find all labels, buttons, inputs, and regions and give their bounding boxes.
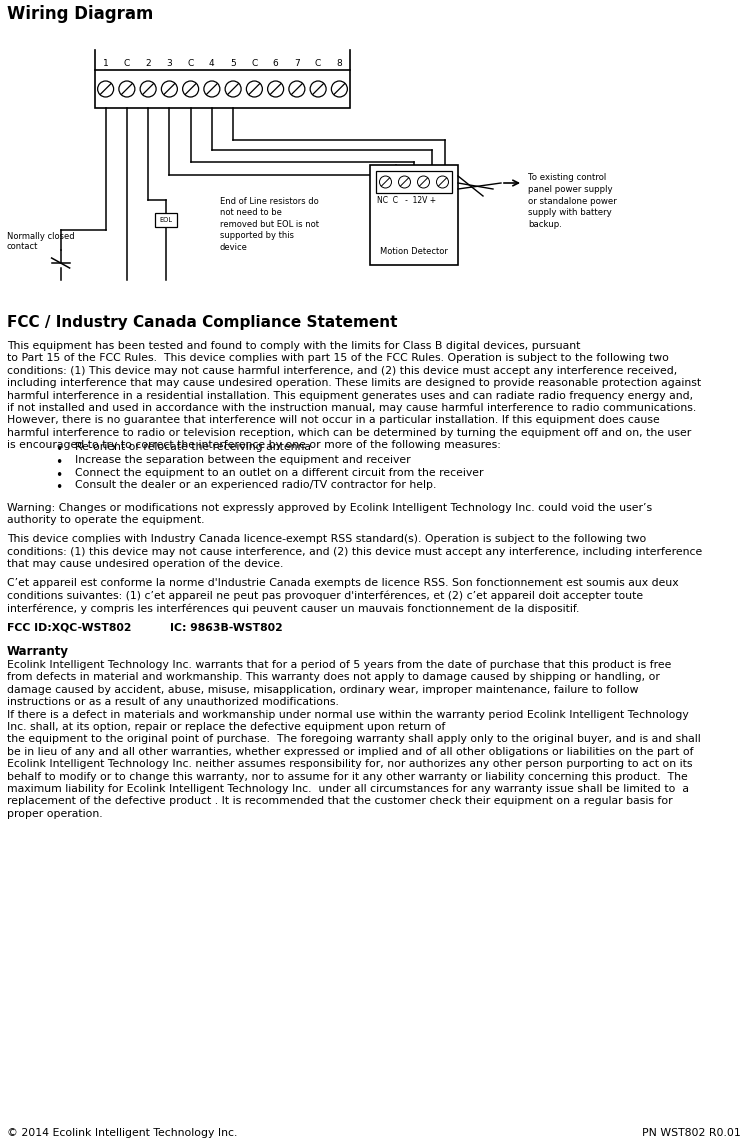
- Text: Wiring Diagram: Wiring Diagram: [7, 5, 153, 23]
- Circle shape: [417, 176, 429, 187]
- Text: Increase the separation between the equipment and receiver: Increase the separation between the equi…: [75, 455, 411, 465]
- Circle shape: [437, 176, 449, 187]
- Text: 3: 3: [167, 59, 172, 67]
- Circle shape: [399, 176, 411, 187]
- Text: 4: 4: [209, 59, 215, 67]
- Text: 7: 7: [294, 59, 300, 67]
- Circle shape: [331, 81, 347, 97]
- Text: PN WST802 R0.01: PN WST802 R0.01: [643, 1128, 741, 1138]
- Circle shape: [246, 81, 263, 97]
- Text: 2: 2: [145, 59, 151, 67]
- Text: 1: 1: [102, 59, 108, 67]
- Circle shape: [225, 81, 241, 97]
- Text: Connect the equipment to an outlet on a different circuit from the receiver: Connect the equipment to an outlet on a …: [75, 467, 483, 478]
- Bar: [155, 213, 177, 227]
- Text: •: •: [55, 443, 62, 456]
- Text: © 2014 Ecolink Intelligent Technology Inc.: © 2014 Ecolink Intelligent Technology In…: [7, 1128, 237, 1138]
- Circle shape: [379, 176, 391, 187]
- Text: IC: 9863B-WST802: IC: 9863B-WST802: [170, 623, 283, 632]
- Text: •: •: [55, 456, 62, 469]
- Text: Consult the dealer or an experienced radio/TV contractor for help.: Consult the dealer or an experienced rad…: [75, 480, 436, 490]
- Circle shape: [162, 81, 177, 97]
- Text: Motion Detector: Motion Detector: [380, 247, 448, 256]
- Text: 5: 5: [230, 59, 236, 67]
- Circle shape: [268, 81, 283, 97]
- Text: 6: 6: [273, 59, 278, 67]
- Bar: [95, 70, 350, 107]
- Text: FCC ID:XQC-WST802: FCC ID:XQC-WST802: [7, 623, 132, 632]
- Text: End of Line resistors do
not need to be
removed but EOL is not
supported by this: End of Line resistors do not need to be …: [220, 197, 319, 251]
- Text: C’et appareil est conforme la norme d'Industrie Canada exempts de licence RSS. S: C’et appareil est conforme la norme d'In…: [7, 577, 678, 614]
- Text: C: C: [123, 59, 130, 67]
- Circle shape: [183, 81, 199, 97]
- Text: To existing control
panel power supply
or standalone power
supply with battery
b: To existing control panel power supply o…: [528, 173, 617, 230]
- Text: NC  C   -  12V +: NC C - 12V +: [377, 195, 436, 205]
- Bar: [370, 165, 458, 265]
- Text: Warranty: Warranty: [7, 645, 69, 658]
- Circle shape: [119, 81, 135, 97]
- Text: C: C: [188, 59, 194, 67]
- Circle shape: [310, 81, 326, 97]
- Text: •: •: [55, 469, 62, 481]
- Text: Warning: Changes or modifications not expressly approved by Ecolink Intelligent : Warning: Changes or modifications not ex…: [7, 503, 652, 526]
- Text: EOL: EOL: [159, 217, 173, 223]
- Circle shape: [140, 81, 156, 97]
- Text: This equipment has been tested and found to comply with the limits for Class B d: This equipment has been tested and found…: [7, 341, 701, 450]
- Text: This device complies with Industry Canada licence-exempt RSS standard(s). Operat: This device complies with Industry Canad…: [7, 535, 702, 569]
- Circle shape: [98, 81, 114, 97]
- Text: C: C: [315, 59, 321, 67]
- Text: Normally closed
contact: Normally closed contact: [7, 232, 75, 251]
- Text: C: C: [251, 59, 257, 67]
- Circle shape: [204, 81, 220, 97]
- Text: Re-orient or relocate the receiving antenna: Re-orient or relocate the receiving ante…: [75, 442, 311, 453]
- Circle shape: [289, 81, 305, 97]
- Text: 8: 8: [337, 59, 343, 67]
- Text: FCC / Industry Canada Compliance Statement: FCC / Industry Canada Compliance Stateme…: [7, 315, 397, 330]
- Bar: [376, 171, 452, 193]
- Text: •: •: [55, 481, 62, 495]
- Text: Ecolink Intelligent Technology Inc. warrants that for a period of 5 years from t: Ecolink Intelligent Technology Inc. warr…: [7, 660, 701, 818]
